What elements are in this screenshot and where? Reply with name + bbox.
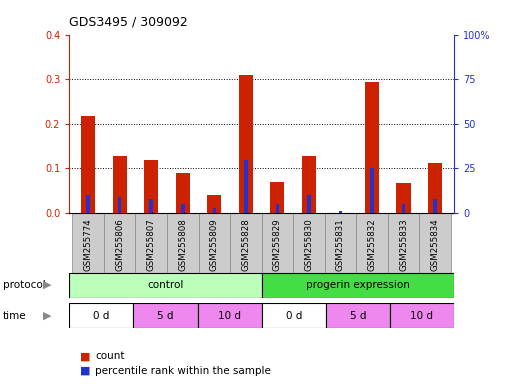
Text: GSM255829: GSM255829 [273,218,282,270]
Bar [212,208,216,213]
Bar [207,195,222,213]
Text: GSM255834: GSM255834 [430,218,440,271]
Bar [370,169,374,213]
Text: count: count [95,351,125,361]
Bar [144,160,159,213]
Bar [402,204,405,213]
Bar [72,213,104,273]
Text: protocol: protocol [3,280,45,290]
Text: GSM255830: GSM255830 [304,218,313,271]
Bar [262,273,454,298]
Text: GSM255807: GSM255807 [147,218,156,271]
Text: GSM255828: GSM255828 [241,218,250,271]
Text: 0 d: 0 d [286,311,302,321]
Bar [302,156,316,213]
Bar [239,75,253,213]
Bar [270,182,285,213]
Bar [86,195,90,213]
Text: 5 d: 5 d [349,311,366,321]
Bar [133,303,198,328]
Bar [293,213,325,273]
Bar [181,204,185,213]
Bar [244,160,248,213]
Text: 5 d: 5 d [157,311,174,321]
Bar [390,303,454,328]
Text: ■: ■ [80,351,90,361]
Bar [262,303,326,328]
Bar [262,213,293,273]
Text: percentile rank within the sample: percentile rank within the sample [95,366,271,376]
Text: GSM255808: GSM255808 [179,218,187,271]
Text: GSM255809: GSM255809 [210,218,219,270]
Bar [307,195,311,213]
Bar [198,303,262,328]
Text: GSM255806: GSM255806 [115,218,124,271]
Bar [118,197,122,213]
Bar [433,199,437,213]
Bar [69,273,262,298]
Text: ▶: ▶ [44,311,52,321]
Text: 0 d: 0 d [93,311,109,321]
Bar [175,173,190,213]
Text: ■: ■ [80,366,90,376]
Text: GSM255832: GSM255832 [367,218,377,271]
Text: control: control [147,280,184,290]
Text: time: time [3,311,26,321]
Bar [69,303,133,328]
Bar [81,116,95,213]
Bar [356,213,388,273]
Bar [428,163,442,213]
Text: GSM255774: GSM255774 [84,218,93,271]
Bar [365,82,379,213]
Text: ▶: ▶ [44,280,52,290]
Bar [230,213,262,273]
Bar [339,211,342,213]
Text: GSM255831: GSM255831 [336,218,345,271]
Bar [325,213,356,273]
Bar [135,213,167,273]
Bar [199,213,230,273]
Bar [167,213,199,273]
Bar [388,213,419,273]
Bar [149,199,153,213]
Text: progerin expression: progerin expression [306,280,410,290]
Text: GDS3495 / 309092: GDS3495 / 309092 [69,15,188,28]
Bar [419,213,451,273]
Text: 10 d: 10 d [410,311,433,321]
Text: GSM255833: GSM255833 [399,218,408,271]
Bar [326,303,390,328]
Bar [275,204,279,213]
Bar [113,156,127,213]
Bar [104,213,135,273]
Text: 10 d: 10 d [218,311,241,321]
Bar [397,183,410,213]
